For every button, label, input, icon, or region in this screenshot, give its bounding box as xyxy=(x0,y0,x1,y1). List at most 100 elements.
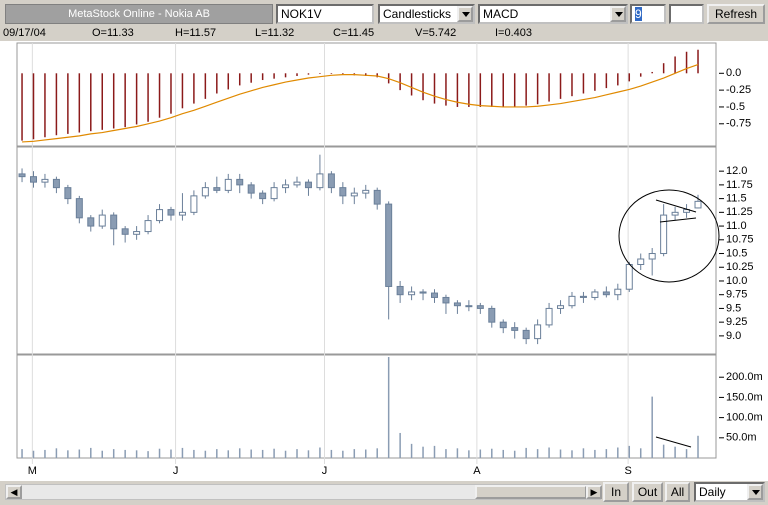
x-tick-label: M xyxy=(28,465,37,477)
window-title: MetaStock Online - Nokia AB xyxy=(5,4,273,24)
candle-body xyxy=(201,187,209,197)
candle-body xyxy=(385,203,393,287)
x-tick-label: S xyxy=(624,465,631,477)
symbol-input[interactable]: NOK1V xyxy=(276,4,374,24)
candle-body xyxy=(339,187,347,197)
candle-body xyxy=(236,178,244,186)
candle-body xyxy=(614,288,622,296)
candle-body xyxy=(453,302,461,307)
info-high: H=11.57 xyxy=(175,27,217,39)
candle-body xyxy=(247,184,255,194)
info-volume: V=5.742 xyxy=(415,27,457,39)
y-tick-label: 9.75 xyxy=(726,289,747,301)
candle-body xyxy=(488,307,496,323)
candle-body xyxy=(499,321,507,329)
candle-body xyxy=(75,198,83,219)
indicator-select[interactable]: MACD xyxy=(478,4,628,24)
candle-body xyxy=(568,295,576,307)
candle-body xyxy=(637,258,645,266)
candle-body xyxy=(350,192,358,197)
y-tick-label: 200.0m xyxy=(726,371,763,383)
candle-body xyxy=(133,231,141,235)
info-close: C=11.45 xyxy=(333,27,375,39)
candle-body xyxy=(87,217,95,227)
y-tick-label: 100.0m xyxy=(726,412,763,424)
candle-body xyxy=(419,291,427,294)
dropdown-arrow xyxy=(747,484,763,500)
scrollbar[interactable]: ◀ ▶ xyxy=(5,484,602,500)
info-open: O=11.33 xyxy=(92,27,134,39)
style-select[interactable]: Candlesticks xyxy=(378,4,475,24)
candle-body xyxy=(522,329,530,340)
candle-body xyxy=(545,307,553,326)
x-tick-label: A xyxy=(473,465,481,477)
candle-body xyxy=(259,192,267,200)
y-tick-label: 10.0 xyxy=(726,275,747,287)
empty-input[interactable] xyxy=(669,4,704,24)
y-tick-label: -0.5 xyxy=(726,101,745,113)
y-tick-label: 11.75 xyxy=(726,179,753,191)
price-panel xyxy=(16,146,717,355)
scroll-right[interactable]: ▶ xyxy=(586,485,602,499)
y-tick-label: 11.5 xyxy=(726,193,747,205)
candle-body xyxy=(64,187,72,200)
y-tick-label: 10.75 xyxy=(726,234,754,246)
candle-body xyxy=(18,173,26,178)
y-tick-label: 11.25 xyxy=(726,206,753,218)
candle-body xyxy=(270,187,278,200)
candle-body xyxy=(362,189,370,194)
candle-body xyxy=(591,291,599,298)
signal-line xyxy=(22,63,699,143)
period-input[interactable]: 9 xyxy=(630,4,666,24)
candle-body xyxy=(41,178,49,183)
zoom-out-button[interactable]: Out xyxy=(632,482,663,502)
zoom-in-button[interactable]: In xyxy=(603,482,629,502)
y-tick-label: 9.0 xyxy=(726,330,741,342)
all-button[interactable]: All xyxy=(665,482,690,502)
y-tick-label: 12.0 xyxy=(726,165,747,177)
candle-body xyxy=(579,295,587,298)
candle-body xyxy=(534,324,542,340)
trend-line xyxy=(659,217,697,223)
scroll-left[interactable]: ◀ xyxy=(6,485,22,499)
volume-trend-line xyxy=(655,436,692,448)
refresh-button[interactable]: Refresh xyxy=(707,4,765,24)
x-tick-label: J xyxy=(322,465,328,477)
candle-body xyxy=(671,211,679,216)
candle-body xyxy=(396,285,404,296)
y-tick-label: -0.75 xyxy=(726,118,751,130)
candle-body xyxy=(156,209,164,222)
candle-body xyxy=(110,214,118,230)
candle-body xyxy=(465,305,473,308)
candle-body xyxy=(476,305,484,309)
style-value: Candlesticks xyxy=(383,7,452,21)
candle-body xyxy=(648,253,656,260)
candle-body xyxy=(625,264,633,290)
candle-body xyxy=(178,211,186,216)
plot-layer: M J J A S 0.0 -0.25 -0.5 -0.75 12.0 11.75 11.511.25… xyxy=(18,43,763,477)
candle-body xyxy=(167,209,175,216)
candle-body xyxy=(327,173,335,189)
candle-body xyxy=(98,214,106,227)
candle-body xyxy=(304,181,312,189)
candle-body xyxy=(224,178,232,191)
y-tick-label: 10.5 xyxy=(726,247,747,259)
macd-panel xyxy=(16,42,717,147)
y-tick-label: 0.0 xyxy=(726,67,741,79)
info-indicator: I=0.403 xyxy=(495,27,533,39)
y-tick-label: 9.5 xyxy=(726,302,741,314)
candle-body xyxy=(29,176,37,183)
indicator-value: MACD xyxy=(483,7,519,21)
interval-select[interactable]: Daily xyxy=(694,482,765,502)
trend-line xyxy=(655,199,697,213)
candle-body xyxy=(694,200,702,209)
candle-body xyxy=(373,189,381,205)
scroll-thumb[interactable] xyxy=(475,485,587,499)
interval-value: Daily xyxy=(699,485,726,499)
candle-body xyxy=(316,173,324,189)
candle-body xyxy=(442,296,450,304)
candle-body xyxy=(213,187,221,191)
info-low: L=11.32 xyxy=(255,27,295,39)
